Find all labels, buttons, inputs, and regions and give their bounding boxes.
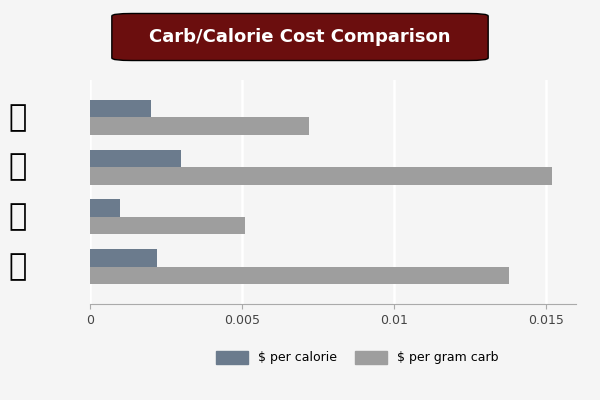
Legend: $ per calorie, $ per gram carb: $ per calorie, $ per gram carb (211, 346, 503, 370)
Bar (90, 267, 509, 284)
Bar (90, 200, 121, 217)
Bar (90, 217, 245, 234)
Text: Carb/Calorie Cost Comparison: Carb/Calorie Cost Comparison (149, 28, 451, 46)
Text: 🥔: 🥔 (8, 153, 27, 182)
Text: 🍚: 🍚 (8, 202, 27, 231)
Text: 🍌: 🍌 (8, 103, 27, 132)
Bar (90, 100, 151, 117)
Bar (90, 249, 157, 267)
Text: 🍞: 🍞 (8, 252, 27, 281)
Bar (90, 150, 181, 167)
Bar (90, 117, 309, 135)
Bar (90, 167, 552, 184)
FancyBboxPatch shape (112, 14, 488, 60)
